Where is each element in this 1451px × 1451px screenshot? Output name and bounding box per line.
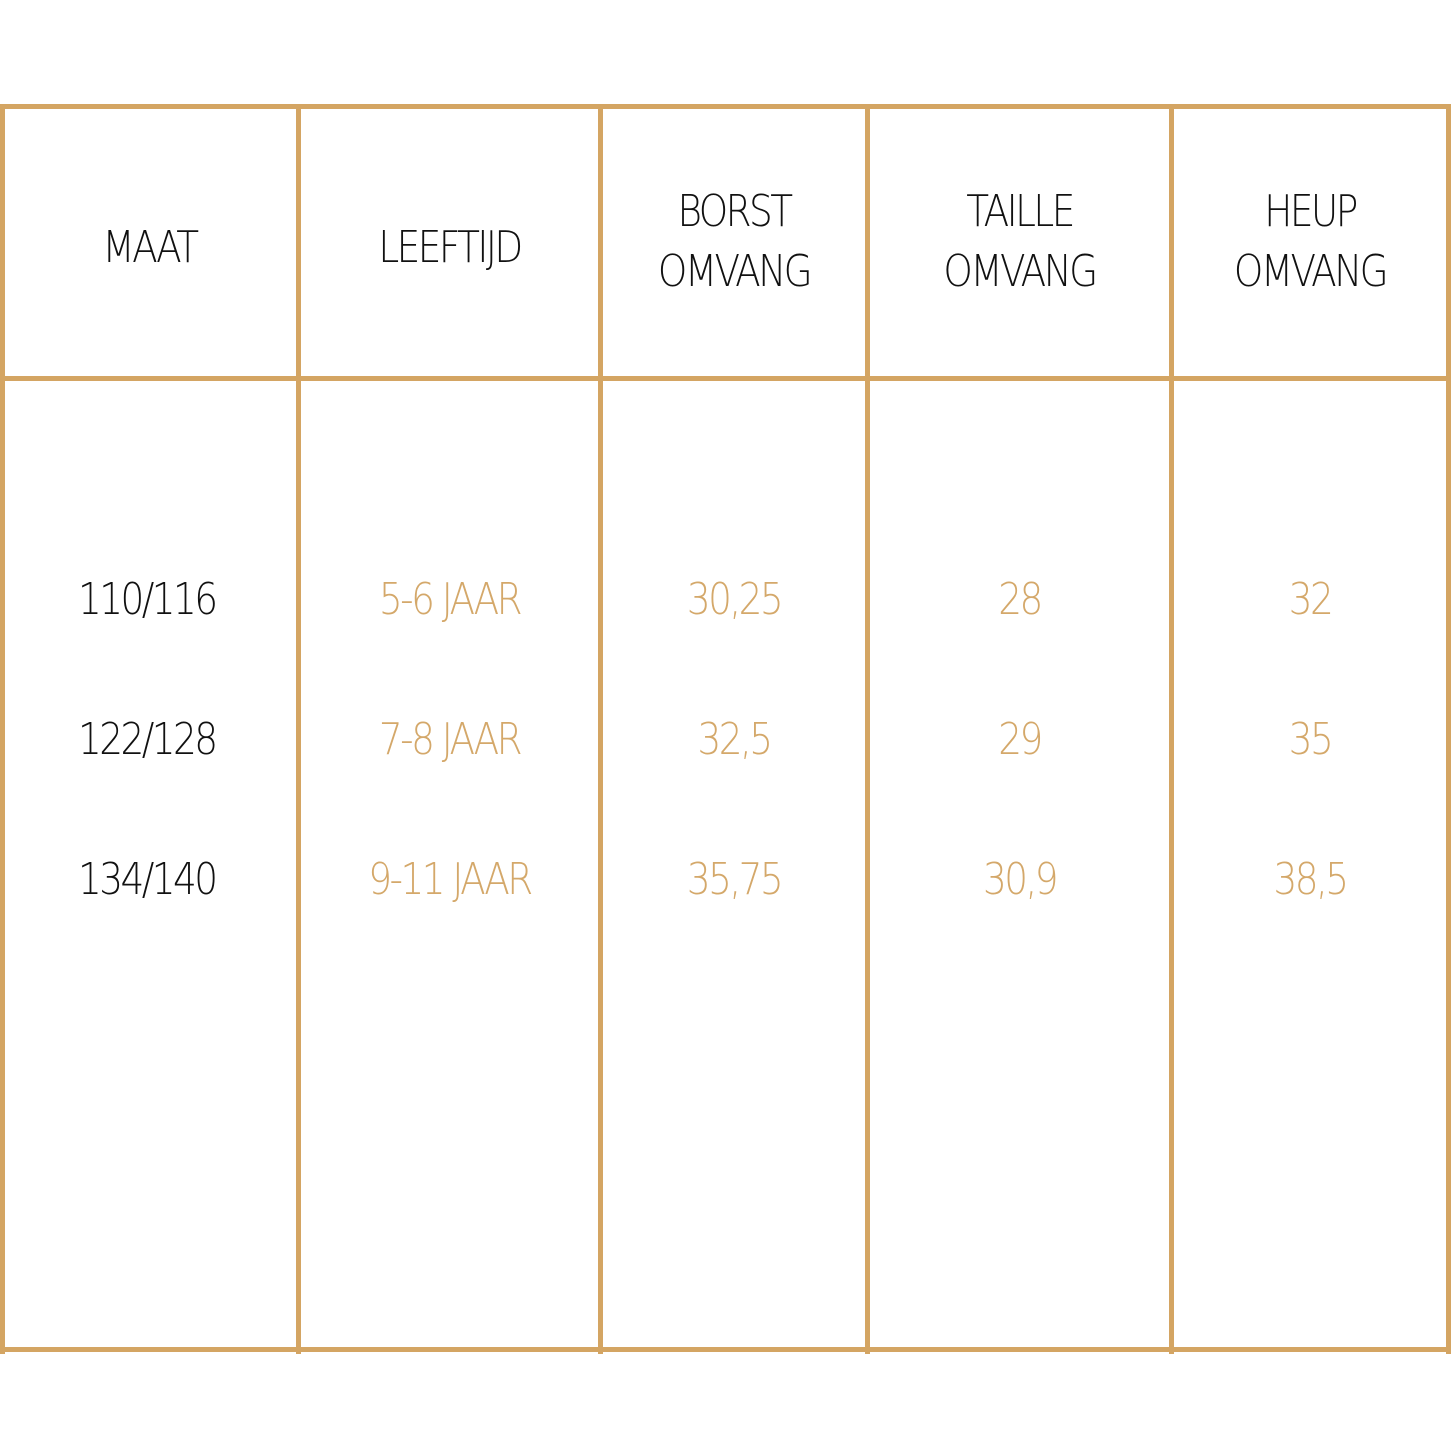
column-divider xyxy=(598,104,603,1354)
cell-taille-omvang: 28 xyxy=(998,574,1043,625)
cell-maat: 110/116 xyxy=(78,574,218,625)
table-border-bottom xyxy=(0,1347,1451,1352)
cell-taille-omvang: 30,9 xyxy=(982,854,1059,905)
header-divider xyxy=(0,376,1451,381)
header-text: OMVANG xyxy=(657,246,813,297)
cell-maat: 122/128 xyxy=(78,714,218,765)
header-taille-omvang: TAILLE OMVANG xyxy=(892,182,1146,302)
column-divider xyxy=(0,104,5,1354)
cell-leeftijd: 7-8 JAAR xyxy=(378,714,523,765)
column-divider xyxy=(1446,104,1451,1354)
cell-borst-omvang: 35,75 xyxy=(686,854,784,905)
cell-heup-omvang: 38,5 xyxy=(1273,854,1349,905)
column-divider xyxy=(1169,104,1174,1354)
header-text: BORST xyxy=(677,186,793,237)
cell-borst-omvang: 32,5 xyxy=(697,714,773,765)
cell-heup-omvang: 32 xyxy=(1288,574,1334,625)
header-text: LEEFTIJD xyxy=(378,222,523,273)
cell-leeftijd: 5-6 JAAR xyxy=(378,574,523,625)
header-borst-omvang: BORST OMVANG xyxy=(623,182,846,302)
table-border-top xyxy=(0,104,1451,109)
header-text: HEUP xyxy=(1264,186,1358,237)
header-text: OMVANG xyxy=(943,246,1098,297)
cell-borst-omvang: 30,25 xyxy=(686,574,784,625)
column-divider xyxy=(865,104,870,1354)
header-maat: MAAT xyxy=(25,218,274,278)
cell-taille-omvang: 29 xyxy=(998,714,1043,765)
header-heup-omvang: HEUP OMVANG xyxy=(1194,182,1425,302)
column-divider xyxy=(296,104,301,1354)
header-text: TAILLE xyxy=(966,186,1075,237)
cell-heup-omvang: 35 xyxy=(1288,714,1334,765)
header-text: OMVANG xyxy=(1233,246,1389,297)
header-text: MAAT xyxy=(102,222,199,273)
cell-leeftijd: 9-11 JAAR xyxy=(368,854,533,905)
header-leeftijd: LEEFTIJD xyxy=(323,218,575,278)
cell-maat: 134/140 xyxy=(78,854,218,905)
